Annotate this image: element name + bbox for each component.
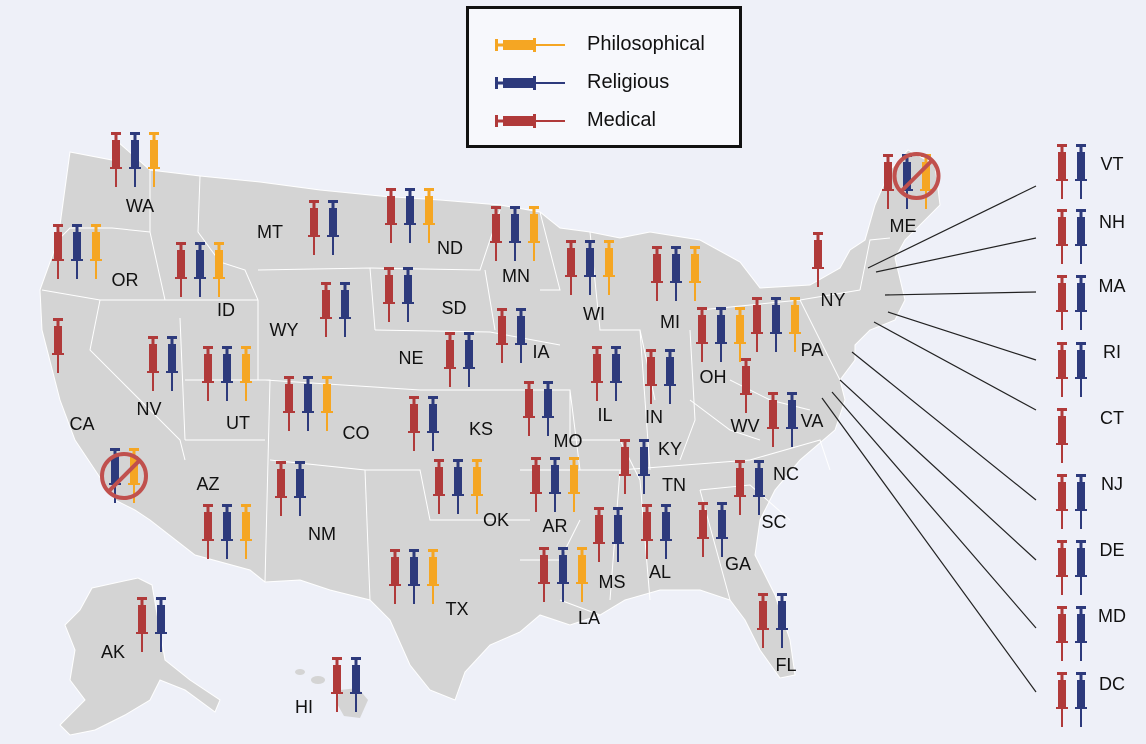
religious-syringe-icon (1075, 474, 1087, 529)
state-label-nh: NH (1099, 212, 1125, 232)
ca-removed-exemptions (100, 448, 148, 503)
medical-syringe-icon (1056, 342, 1068, 397)
state-label-fl: FL (775, 655, 796, 675)
medical-syringe-icon (495, 114, 565, 128)
leader-lines (821, 185, 1037, 693)
state-label-oh: OH (700, 367, 727, 387)
exemption-icons-vt (1056, 144, 1087, 199)
philosophical-syringe-icon (495, 38, 565, 52)
state-label-in: IN (645, 407, 663, 427)
state-label-ny: NY (820, 290, 845, 310)
medical-syringe-icon (1056, 474, 1068, 529)
state-label-al: AL (649, 562, 671, 582)
legend: Philosophical Religious Medical (466, 6, 742, 148)
exemption-icons-dc (1056, 672, 1087, 727)
state-label-ks: KS (469, 419, 493, 439)
state-label-nc: NC (773, 464, 799, 484)
state-label-md: MD (1098, 606, 1126, 626)
exemption-icons-me (882, 152, 941, 209)
state-label-ca: CA (69, 414, 94, 434)
exemption-icons-ct (1056, 408, 1068, 463)
religious-syringe-icon (1075, 342, 1087, 397)
legend-label-religious: Religious (587, 71, 670, 93)
religious-syringe-icon (1075, 275, 1087, 330)
state-label-ar: AR (542, 516, 567, 536)
hawaii-island-maui (311, 676, 325, 684)
medical-syringe-icon (1056, 144, 1068, 199)
medical-syringe-icon (1056, 275, 1068, 330)
state-label-ut: UT (226, 413, 250, 433)
state-label-az: AZ (196, 474, 219, 494)
medical-syringe-icon (1056, 209, 1068, 264)
state-label-sd: SD (441, 298, 466, 318)
exemption-icons-de (1056, 540, 1087, 595)
state-label-nd: ND (437, 238, 463, 258)
medical-syringe-icon (1056, 408, 1068, 463)
hawaii-island-big (336, 688, 368, 718)
medical-syringe-icon (1056, 606, 1068, 661)
state-label-dc: DC (1099, 674, 1125, 694)
state-label-tn: TN (662, 475, 686, 495)
exemption-icons-nj (1056, 474, 1087, 529)
medical-syringe-icon (1056, 540, 1068, 595)
state-label-ky: KY (658, 439, 682, 459)
hawaii-island-oahu (295, 669, 305, 675)
state-label-ri: RI (1103, 342, 1121, 362)
exemption-icons-ri (1056, 342, 1087, 397)
state-label-mi: MI (660, 312, 680, 332)
state-label-nm: NM (308, 524, 336, 544)
state-label-ms: MS (599, 572, 626, 592)
state-label-la: LA (578, 608, 600, 628)
state-label-ak: AK (101, 642, 125, 662)
exemption-icons-nh (1056, 209, 1087, 264)
exemption-icons-ma (1056, 275, 1087, 330)
alaska-landmass (59, 577, 221, 736)
religious-syringe-icon (1075, 606, 1087, 661)
no-exemption-slash (900, 159, 933, 193)
state-label-ma: MA (1099, 276, 1126, 296)
legend-label-medical: Medical (587, 109, 656, 131)
religious-syringe-icon (495, 76, 565, 90)
state-label-nj: NJ (1101, 474, 1123, 494)
state-label-mn: MN (502, 266, 530, 286)
state-label-mt: MT (257, 222, 283, 242)
state-label-co: CO (343, 423, 370, 443)
state-label-wv: WV (731, 416, 760, 436)
state-label-pa: PA (801, 340, 824, 360)
state-label-wy: WY (270, 320, 299, 340)
state-label-wa: WA (126, 196, 154, 216)
us-landmass (39, 141, 941, 701)
exemption-icons-md (1056, 606, 1087, 661)
state-label-il: IL (597, 405, 612, 425)
religious-syringe-icon (1075, 144, 1087, 199)
state-label-ia: IA (532, 342, 549, 362)
religious-syringe-icon (1075, 209, 1087, 264)
legend-label-philosophical: Philosophical (587, 33, 705, 55)
state-label-ok: OK (483, 510, 509, 530)
state-label-ga: GA (725, 554, 751, 574)
no-exemption-slash (107, 459, 141, 493)
state-label-de: DE (1099, 540, 1124, 560)
state-label-mo: MO (554, 431, 583, 451)
state-label-tx: TX (445, 599, 468, 619)
no-exemption-icon (892, 152, 941, 200)
state-label-or: OR (112, 270, 139, 290)
religious-syringe-icon (1075, 672, 1087, 727)
state-label-vt: VT (1100, 154, 1123, 174)
state-label-ct: CT (1100, 408, 1124, 428)
state-label-nv: NV (136, 399, 161, 419)
state-label-ne: NE (398, 348, 423, 368)
medical-syringe-icon (1056, 672, 1068, 727)
no-exemption-icon (100, 452, 148, 500)
state-label-me: ME (890, 216, 917, 236)
state-label-va: VA (801, 411, 824, 431)
state-label-wi: WI (583, 304, 605, 324)
state-label-hi: HI (295, 697, 313, 717)
religious-syringe-icon (1075, 540, 1087, 595)
state-label-sc: SC (761, 512, 786, 532)
state-label-id: ID (217, 300, 235, 320)
